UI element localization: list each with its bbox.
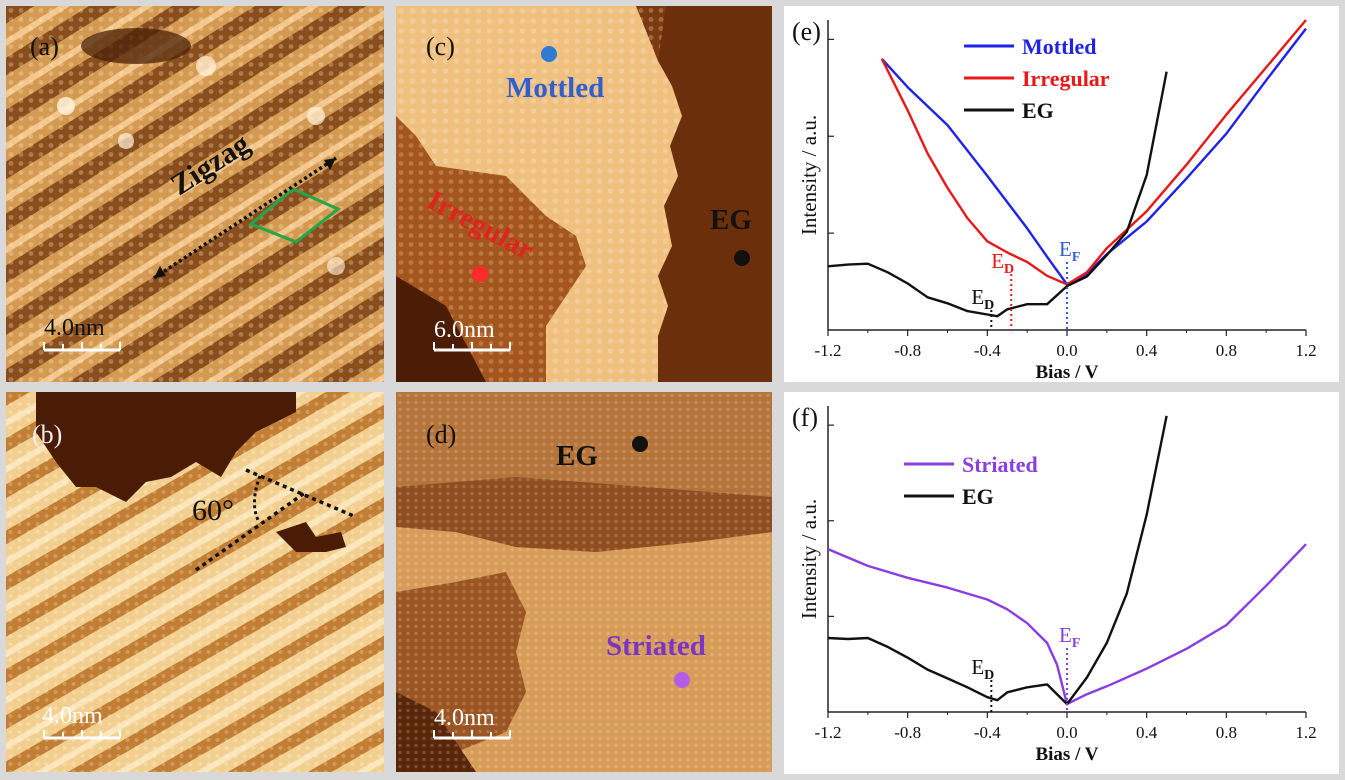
zigzag-arrow	[153, 156, 337, 280]
annotation-label: ED	[971, 285, 994, 313]
series-line-striated	[827, 543, 1307, 706]
x-tick-label: -0.4	[974, 723, 1001, 742]
spectrum-plot-e: (e) -1.2 -0.8 -0.4 0.0 0.4 0.8 1.2 Bias / V Inten…	[792, 17, 1317, 382]
eg-label-d: EG	[556, 440, 598, 472]
annotation-subscript: D	[984, 298, 994, 313]
x-tick-label: -1.2	[815, 341, 842, 360]
series-line-eg	[827, 415, 1168, 706]
legend-label: Striated	[962, 452, 1038, 477]
scalebar-text-d: 4.0nm	[434, 705, 495, 731]
x-tick-label: -0.8	[894, 723, 921, 742]
legend-label: Mottled	[1022, 34, 1097, 59]
scalebar-text-a: 4.0nm	[44, 315, 105, 341]
panel-a: (a) Zigzag 4.0nm	[6, 6, 384, 382]
y-axis-label: Intensity / a.u.	[797, 115, 821, 235]
x-tick-label: 0.0	[1056, 341, 1077, 360]
legend-label: EG	[1022, 98, 1054, 123]
panel-label-d: (d)	[426, 420, 457, 449]
angle-label: 60°	[192, 494, 234, 527]
panel-label-c: (c)	[426, 32, 455, 61]
scalebar-text-c: 6.0nm	[434, 317, 495, 343]
spectrum-plot-f: (f) -1.2 -0.8 -0.4 0.0 0.4 0.8 1.2 Bias / V Inten…	[792, 403, 1317, 765]
y-axis-label: Intensity / a.u.	[797, 499, 821, 619]
panel-c: (c) Mottled Irregular EG 6.0nm	[396, 6, 772, 382]
scalebar-b	[43, 730, 121, 740]
panel-e: (e) -1.2 -0.8 -0.4 0.0 0.4 0.8 1.2 Bias / V Inten…	[784, 6, 1339, 382]
panel-b: (b) 60° 4.0nm	[6, 392, 384, 772]
stm-image-a	[6, 6, 384, 382]
annotation-subscript: F	[1072, 250, 1081, 265]
panel-label-b: (b)	[32, 420, 63, 449]
scalebar-c	[433, 342, 511, 352]
x-tick-label: 0.8	[1216, 723, 1237, 742]
panel-d: (d) EG Striated 4.0nm	[396, 392, 772, 772]
eg-label-c: EG	[710, 204, 752, 236]
x-tick-label: -0.8	[894, 341, 921, 360]
legend-label: Irregular	[1022, 66, 1110, 91]
series-line-eg	[827, 71, 1168, 318]
x-tick-label: 0.4	[1136, 341, 1158, 360]
striated-marker	[674, 672, 690, 688]
x-tick-label: -0.4	[974, 341, 1001, 360]
panel-f: (f) -1.2 -0.8 -0.4 0.0 0.4 0.8 1.2 Bias / V Inten…	[784, 392, 1339, 774]
mottled-marker	[541, 46, 557, 62]
eg-marker-c	[734, 250, 750, 266]
annotation-subscript: D	[1004, 262, 1014, 277]
stm-image-d	[396, 392, 772, 772]
x-axis-label: Bias / V	[1035, 362, 1098, 382]
annotation-subscript: D	[984, 668, 994, 683]
x-tick-label: 0.4	[1136, 723, 1158, 742]
scalebar-d	[433, 730, 511, 740]
stm-image-c	[396, 6, 772, 382]
annotation-label: EF	[1059, 623, 1080, 651]
x-tick-label: 1.2	[1295, 341, 1316, 360]
eg-marker-d	[632, 436, 648, 452]
annotation-subscript: F	[1072, 636, 1081, 651]
x-axis-label: Bias / V	[1035, 744, 1098, 765]
panel-label-a: (a)	[30, 32, 59, 61]
x-tick-label: 0.8	[1216, 341, 1237, 360]
unit-cell-rhombus	[248, 187, 341, 244]
scalebar-text-b: 4.0nm	[42, 703, 103, 729]
stm-image-b	[6, 392, 384, 772]
x-tick-label: 1.2	[1295, 723, 1316, 742]
striated-label: Striated	[606, 630, 706, 662]
series-line-irregular	[880, 19, 1307, 286]
scalebar-a	[43, 342, 121, 352]
annotation-label: EF	[1059, 237, 1080, 265]
panel-label: (f)	[792, 403, 818, 432]
mottled-label: Mottled	[506, 72, 605, 104]
legend-label: EG	[962, 484, 994, 509]
x-tick-label: 0.0	[1056, 723, 1077, 742]
x-tick-label: -1.2	[815, 723, 842, 742]
panel-label: (e)	[792, 17, 821, 46]
annotation-label: ED	[971, 655, 994, 683]
irregular-marker	[472, 266, 488, 282]
